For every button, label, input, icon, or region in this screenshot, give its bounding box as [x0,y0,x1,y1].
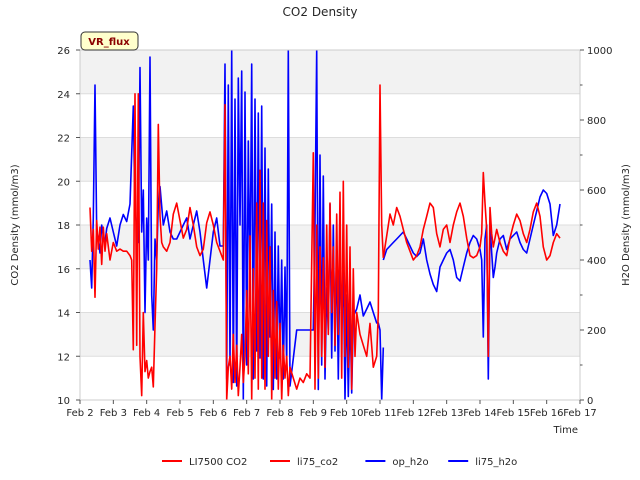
y-tick-label-16: 16 [57,265,70,276]
series-layer [89,50,561,400]
x-tick-label-feb-9: Feb 9 [300,408,327,419]
vr-flux-badge: VR_flux [80,31,139,51]
y2-tick-label-800: 800 [587,116,606,127]
x-tick-label-feb-7: Feb 7 [233,408,260,419]
y-axis-right: 0 200 400 600 800 1000 [580,46,612,407]
y2-tick-label-600: 600 [587,186,606,197]
x-tick-label-feb-8: Feb 8 [266,408,293,419]
series-line-li75-co2 [382,171,561,358]
x-tick-label-feb-2: Feb 2 [66,408,93,419]
y-tick-label-12: 12 [57,352,70,363]
legend-label: li75_h2o [475,457,517,468]
y-tick-label-18: 18 [57,221,70,232]
x-tick-label-feb-11: Feb 11 [363,408,397,419]
series-line-li75-h2o [382,189,561,380]
band-20-22 [80,137,580,182]
legend-label: li75_co2 [297,457,338,468]
legend-label: op_h2o [392,457,428,468]
y2-tick-label-400: 400 [587,256,606,267]
series-line-li7500-co2 [89,84,385,400]
legend-item-op-h2o: op_h2o [365,457,429,468]
y-axis-left: 10 12 14 16 18 20 22 24 26 [57,46,80,407]
legend: LI7500 CO2 li75_co2 op_h2o li75_h2o [162,457,517,468]
x-axis: Feb 2 Feb 3 Feb 4 Feb 5 Feb 6 Feb 7 Feb 8 Feb 9… [66,400,597,419]
x-axis-label: Time [553,425,578,436]
x-tick-label-feb-4: Feb 4 [133,408,160,419]
legend-item-li75-h2o: li75_h2o [448,457,517,468]
legend-item-li75-co2: li75_co2 [270,457,338,468]
legend-item-li7500-co2: LI7500 CO2 [162,457,247,468]
y-tick-label-22: 22 [57,134,70,145]
y-tick-label-26: 26 [57,46,70,57]
band-24-26 [80,50,580,94]
x-tick-label-feb-13: Feb 13 [430,408,464,419]
y-tick-label-14: 14 [57,309,70,320]
y-axis-label: CO2 Density (mmol/m3) [10,164,21,285]
y2-tick-label-200: 200 [587,326,606,337]
legend-label: LI7500 CO2 [189,457,247,468]
band-22-24 [80,93,580,138]
x-tick-label-feb-16: Feb 16 [530,408,564,419]
band-10-12 [80,356,580,400]
x-tick-label-feb-3: Feb 3 [100,408,127,419]
y-tick-label-20: 20 [57,177,70,188]
band-12-14 [80,312,580,357]
y2-tick-label-1000: 1000 [587,46,612,57]
x-tick-label-feb-14: Feb 14 [463,408,497,419]
x-tick-label-feb-5: Feb 5 [166,408,193,419]
x-tick-label-feb-17: Feb 17 [563,408,597,419]
x-tick-label-feb-10: Feb 10 [330,408,364,419]
y-tick-label-24: 24 [57,90,70,101]
y2-axis-label: H2O Density (mmol/m3) [621,164,632,286]
y-tick-label-10: 10 [57,396,70,407]
x-tick-label-feb-6: Feb 6 [200,408,227,419]
x-tick-label-feb-15: Feb 15 [497,408,531,419]
badge-label: VR_flux [88,37,130,48]
chart-title: CO2 Density [283,5,358,19]
x-tick-label-feb-12: Feb 12 [397,408,431,419]
y2-tick-label-0: 0 [587,396,593,407]
